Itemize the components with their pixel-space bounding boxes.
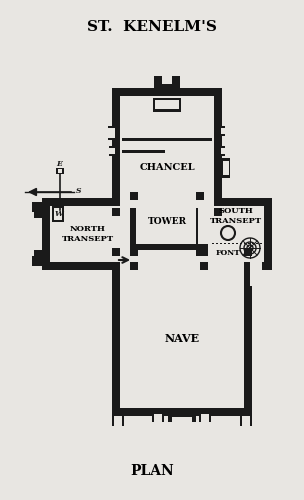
Bar (260, 243, 262, 244)
Bar (112, 208, 120, 216)
Text: ST.  KENELM'S: ST. KENELM'S (87, 20, 217, 34)
Text: NORTH
TRANSEPT: NORTH TRANSEPT (62, 225, 114, 243)
Bar (224, 243, 226, 244)
Bar (220, 158, 230, 178)
Bar (217, 146, 225, 156)
Bar (162, 76, 172, 84)
Bar (221, 128, 227, 134)
Bar (112, 248, 252, 416)
Bar (136, 200, 148, 244)
Bar (212, 243, 214, 244)
Bar (34, 250, 44, 262)
Bar (264, 262, 272, 270)
Bar (154, 414, 162, 422)
Bar (242, 416, 250, 426)
Bar (120, 256, 244, 408)
Bar (200, 262, 208, 270)
Bar (154, 76, 180, 90)
Bar (130, 192, 204, 252)
Bar (201, 414, 209, 422)
Bar (223, 161, 229, 175)
Bar (240, 412, 252, 426)
Bar (109, 128, 115, 134)
Bar (196, 244, 204, 252)
Bar (221, 148, 227, 154)
Bar (236, 243, 238, 244)
Text: CHANCEL: CHANCEL (139, 164, 195, 172)
Bar (252, 243, 254, 244)
Bar (42, 198, 138, 270)
Bar (112, 248, 120, 256)
Bar (153, 98, 181, 112)
Bar (208, 206, 264, 262)
Bar (244, 248, 252, 256)
Text: PLAN: PLAN (130, 464, 174, 478)
Bar (52, 206, 64, 222)
Bar (112, 412, 124, 426)
Text: E: E (56, 160, 62, 168)
Bar (244, 243, 246, 244)
Bar (199, 412, 211, 422)
Text: S: S (76, 187, 81, 195)
Bar (42, 262, 50, 270)
Bar (109, 148, 115, 154)
Bar (250, 256, 262, 286)
Bar (109, 146, 117, 156)
Bar (138, 200, 196, 244)
Bar (130, 244, 138, 252)
Bar (208, 246, 264, 258)
Bar (108, 126, 118, 140)
Bar (112, 88, 222, 216)
Bar (155, 100, 179, 109)
Bar (32, 256, 44, 266)
Bar (198, 200, 210, 244)
Bar (114, 416, 122, 426)
Bar (152, 412, 164, 422)
Bar (248, 243, 250, 244)
Bar (228, 243, 230, 244)
Text: SOUTH
TRANSEPT: SOUTH TRANSEPT (210, 207, 262, 225)
Bar (130, 262, 138, 270)
Bar (122, 138, 212, 141)
Bar (217, 126, 225, 136)
Bar (34, 206, 44, 218)
Bar (138, 214, 196, 226)
Bar (216, 243, 218, 244)
Bar (56, 168, 64, 174)
Bar (122, 150, 165, 153)
Bar (120, 96, 214, 208)
Text: FONT: FONT (216, 249, 240, 257)
Bar (109, 126, 117, 136)
Bar (256, 243, 258, 244)
Bar (50, 206, 130, 262)
Bar (168, 414, 196, 422)
Bar (214, 208, 222, 216)
Bar (32, 202, 44, 212)
Text: TOWER: TOWER (147, 218, 186, 226)
Bar (130, 192, 138, 200)
Bar (108, 128, 115, 138)
Bar (240, 243, 242, 244)
Bar (200, 198, 272, 270)
Bar (172, 417, 192, 423)
Text: W: W (55, 210, 63, 218)
Bar (54, 208, 62, 220)
Text: NAVE: NAVE (164, 332, 199, 344)
Bar (232, 243, 234, 244)
Bar (208, 243, 210, 244)
Bar (196, 192, 204, 200)
Bar (220, 243, 222, 244)
Bar (50, 246, 130, 258)
Bar (58, 169, 62, 173)
Bar (138, 250, 196, 262)
